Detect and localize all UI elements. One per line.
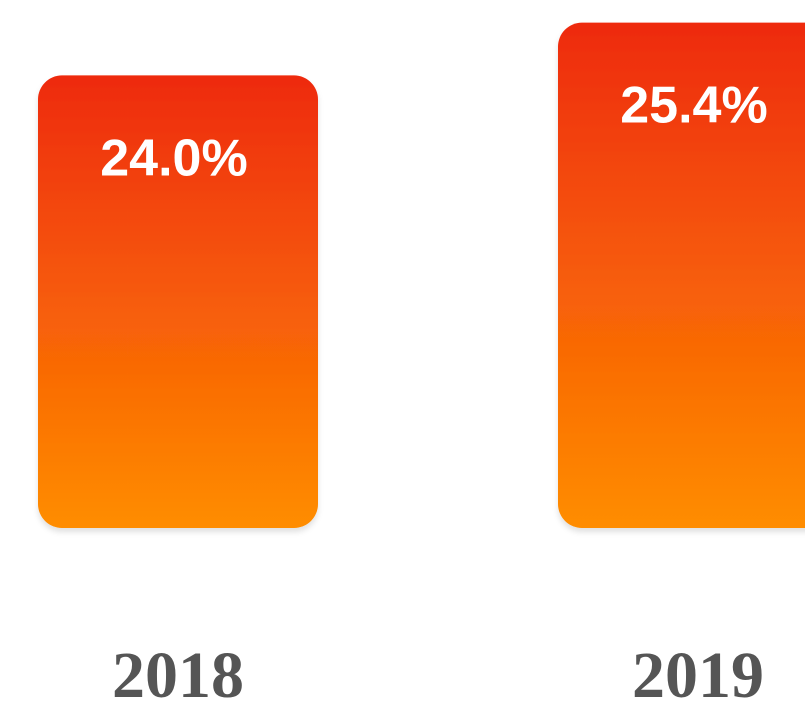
x-tick-label: 2019 (632, 639, 764, 704)
data-label: 24.0% (100, 129, 247, 187)
data-label: 25.4% (620, 77, 767, 135)
x-tick-label: 2018 (112, 639, 244, 704)
bar (558, 22, 805, 528)
bar (38, 75, 318, 528)
